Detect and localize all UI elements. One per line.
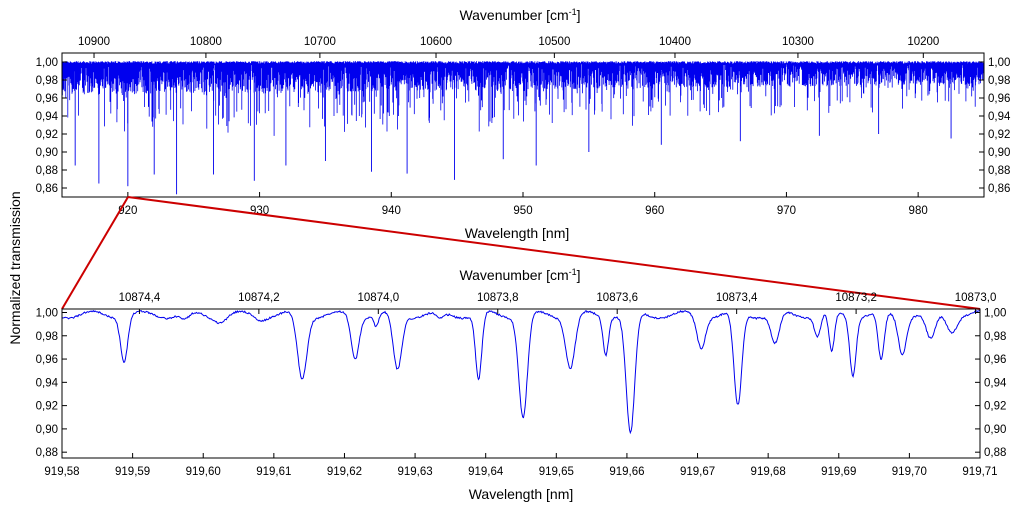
zoom-panel: Wavenumber [cm-1] 919,58 919,59 919,60 919,…: [36, 267, 1007, 502]
zoom-y2tick-label: 1,00: [984, 307, 1006, 319]
zoom-top-ticks: 10874,4 10874,2 10874,0 10873,8 10873,6 10873…: [119, 292, 997, 314]
overview-spectrum-series: [61, 61, 985, 136]
zoom-top-axis-title: Wavenumber [cm-1]: [459, 267, 580, 283]
zoom-xtick-label: 919,59: [115, 466, 150, 478]
zoom-x2tick-label: 10874,4: [119, 292, 161, 304]
zoom-y2tick-label: 0,96: [984, 354, 1006, 366]
zoom-bottom-ticks: 919,58 919,59 919,60 919,61 919,62 919,63 919,…: [44, 453, 998, 478]
overview-y2tick-label: 0,88: [988, 165, 1010, 177]
zoom-xtick-label: 919,67: [680, 466, 715, 478]
zoom-y2tick-label: 0,88: [984, 447, 1006, 459]
zoom-x2tick-label: 10873,6: [596, 292, 638, 304]
overview-xtick-label: 950: [513, 205, 532, 217]
overview-y2tick-label: 0,90: [988, 147, 1010, 159]
overview-xtick-label: 970: [777, 205, 796, 217]
overview-panel: Wavenumber [cm-1] 920 930 940 950 960 970 980 …: [36, 7, 1011, 241]
zoom-xtick-label: 919,61: [256, 466, 291, 478]
zoom-ytick-label: 0,96: [36, 354, 58, 366]
overview-bottom-ticks: 920 930 940 950 960 970 980: [118, 192, 928, 217]
zoom-left-ticks: 0,88 0,90 0,92 0,94 0,96 0,98 1,00: [36, 307, 67, 459]
zoom-xtick-label: 919,64: [468, 466, 504, 478]
zoom-ytick-label: 0,98: [36, 331, 58, 343]
zoom-y2tick-label: 0,98: [984, 331, 1006, 343]
overview-x2tick-label: 10200: [907, 36, 939, 48]
overview-x2tick-label: 10800: [190, 36, 222, 48]
overview-ytick-label: 0,98: [36, 75, 58, 87]
overview-y2tick-label: 1,00: [988, 57, 1010, 69]
overview-y2tick-label: 0,98: [988, 75, 1010, 87]
zoom-x2tick-label: 10873,8: [477, 292, 519, 304]
overview-y2tick-label: 0,86: [988, 183, 1010, 195]
zoom-ytick-label: 1,00: [36, 307, 58, 319]
zoom-xtick-label: 919,58: [44, 466, 79, 478]
zoom-xtick-label: 919,71: [962, 466, 997, 478]
overview-y2tick-label: 0,92: [988, 129, 1010, 141]
overview-left-ticks: 0,86 0,88 0,90 0,92 0,94 0,96 0,98 1,00: [36, 57, 67, 195]
overview-ytick-label: 0,96: [36, 93, 58, 105]
overview-x2tick-label: 10500: [538, 36, 570, 48]
zoom-xtick-label: 919,63: [397, 466, 432, 478]
zoom-ytick-label: 0,88: [36, 447, 58, 459]
zoom-y2tick-label: 0,90: [984, 424, 1006, 436]
overview-y2tick-label: 0,96: [988, 93, 1010, 105]
overview-xtick-label: 940: [382, 205, 401, 217]
zoom-x2tick-label: 10873,0: [955, 292, 997, 304]
zoom-xtick-label: 919,68: [751, 466, 786, 478]
overview-top-ticks: 10900 10800 10700 10600 10500 10400 10300 10200: [78, 36, 939, 58]
overview-plot-area: [61, 61, 985, 195]
overview-ytick-label: 0,86: [36, 183, 58, 195]
zoom-xtick-label: 919,66: [609, 466, 644, 478]
zoom-spectrum-series: [61, 309, 980, 435]
zoom-x2tick-label: 10873,4: [716, 292, 758, 304]
overview-ytick-label: 0,90: [36, 147, 58, 159]
zoom-xtick-label: 919,62: [327, 466, 362, 478]
zoom-xtick-label: 919,65: [539, 466, 574, 478]
zoom-line-right: [127, 196, 981, 310]
zoom-x2tick-label: 10874,0: [358, 292, 400, 304]
overview-ytick-label: 0,88: [36, 165, 58, 177]
overview-ytick-label: 0,94: [36, 111, 59, 123]
overview-x2tick-label: 10600: [420, 36, 452, 48]
overview-x2tick-label: 10700: [304, 36, 336, 48]
overview-right-ticks: 0,86 0,88 0,90 0,92 0,94 0,96 0,98 1,00: [979, 57, 1011, 195]
zoom-y2tick-label: 0,92: [984, 401, 1006, 413]
zoom-frame: [61, 308, 981, 459]
zoom-xtick-label: 919,60: [186, 466, 221, 478]
zoom-x2tick-label: 10874,2: [238, 292, 280, 304]
zoom-ytick-label: 0,92: [36, 401, 58, 413]
overview-top-axis-title: Wavenumber [cm-1]: [459, 7, 580, 23]
overview-x2tick-label: 10300: [782, 36, 814, 48]
zoom-x2tick-label: 10873,2: [835, 292, 877, 304]
zoom-xtick-label: 919,70: [892, 466, 927, 478]
y-axis-label: Normalized transmission: [7, 191, 23, 344]
zoom-line-left: [61, 196, 129, 310]
zoom-xtick-label: 919,69: [821, 466, 856, 478]
overview-x-axis-title: Wavelength [nm]: [465, 225, 570, 241]
overview-x2tick-label: 10400: [659, 36, 691, 48]
zoom-ytick-label: 0,94: [36, 377, 59, 389]
overview-ytick-label: 1,00: [36, 57, 58, 69]
overview-xtick-label: 960: [645, 205, 664, 217]
overview-xtick-label: 920: [118, 205, 137, 217]
overview-xtick-label: 980: [909, 205, 928, 217]
zoom-right-ticks: 0,88 0,90 0,92 0,94 0,96 0,98 1,00: [975, 307, 1007, 459]
overview-x2tick-label: 10900: [78, 36, 110, 48]
zoom-plot-area: [61, 309, 980, 435]
zoom-y2tick-label: 0,94: [984, 377, 1007, 389]
zoom-ytick-label: 0,90: [36, 424, 58, 436]
overview-ytick-label: 0,92: [36, 129, 58, 141]
overview-deep-lines: [74, 71, 952, 195]
overview-y2tick-label: 0,94: [988, 111, 1011, 123]
zoom-x-axis-title: Wavelength [nm]: [469, 486, 574, 502]
